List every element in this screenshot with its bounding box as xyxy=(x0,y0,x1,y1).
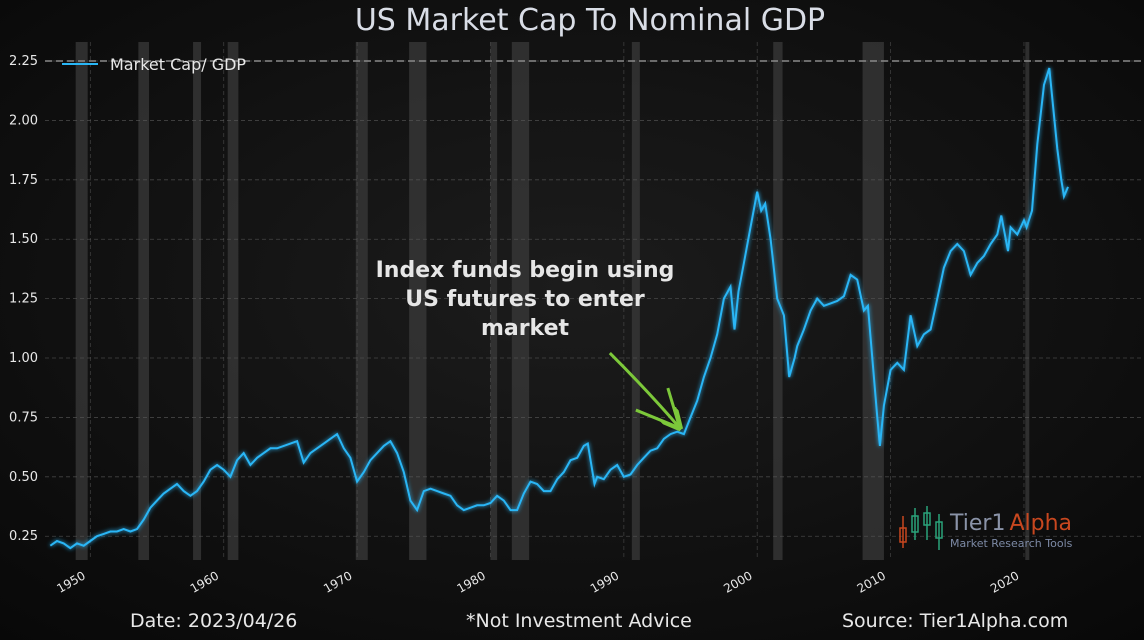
logo-subtitle: Market Research Tools xyxy=(950,537,1073,550)
grid-lines xyxy=(45,42,1144,560)
candlestick-icon xyxy=(899,506,943,550)
y-tick-label: 0.75 xyxy=(9,410,38,425)
y-tick-label: 1.00 xyxy=(9,351,38,366)
recession-band xyxy=(490,42,498,560)
annotation: Index funds begin using US futures to en… xyxy=(376,258,680,428)
recession-band xyxy=(355,42,368,560)
footer-date: Date: 2023/04/26 xyxy=(130,610,298,632)
logo-name: Tier1 Alpha xyxy=(949,511,1072,536)
logo: Tier1 Alpha Market Research Tools xyxy=(899,506,1073,550)
y-tick-label: 2.25 xyxy=(9,54,38,69)
annotation-arrow-flourish xyxy=(666,387,682,429)
annotation-arrow xyxy=(608,352,680,428)
y-tick-label: 0.25 xyxy=(9,529,38,544)
recession-band xyxy=(511,42,530,560)
recession-band xyxy=(227,42,239,560)
recession-band xyxy=(138,42,150,560)
footer-source: Source: Tier1Alpha.com xyxy=(842,610,1069,632)
recession-band xyxy=(1025,42,1030,560)
chart-title: US Market Cap To Nominal GDP xyxy=(355,3,825,38)
legend: Market Cap/ GDP xyxy=(62,55,246,74)
annotation-line-1: Index funds begin using xyxy=(376,258,675,283)
legend-label: Market Cap/ GDP xyxy=(110,55,246,74)
y-tick-label: 0.50 xyxy=(9,470,38,485)
footer-disclaimer: *Not Investment Advice xyxy=(466,610,692,632)
annotation-arrow-flourish xyxy=(635,408,681,430)
recession-band xyxy=(862,42,884,560)
recession-band xyxy=(631,42,640,560)
recession-band xyxy=(193,42,202,560)
y-tick-label: 1.25 xyxy=(9,292,38,307)
y-tick-label: 1.75 xyxy=(9,173,38,188)
series-line-market-cap-gdp xyxy=(49,67,1069,550)
recession-band xyxy=(75,42,88,560)
y-tick-label: 2.00 xyxy=(9,113,38,128)
recession-band xyxy=(409,42,427,560)
y-axis-ticks: 0.25 0.50 0.75 1.00 1.25 1.50 1.75 2.00 2.25 xyxy=(9,54,38,544)
y-tick-label: 1.50 xyxy=(9,232,38,247)
annotation-line-2: US futures to enter xyxy=(405,287,645,312)
annotation-line-3: market xyxy=(481,316,570,341)
